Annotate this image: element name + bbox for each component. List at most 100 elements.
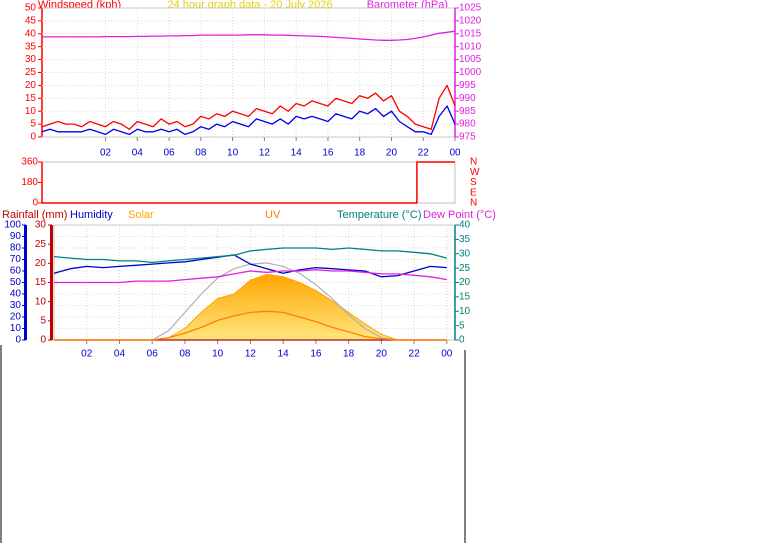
legend-label: Humidity: [70, 209, 113, 221]
x-tick-label: 22: [409, 349, 421, 360]
x-tick-label: 18: [354, 148, 366, 159]
y3-tick-label: 5: [40, 315, 46, 326]
y-tick-label: 35: [25, 41, 37, 52]
y-axis-title: Windspeed (kph): [38, 0, 121, 11]
y2-tick-label: 35: [459, 234, 471, 245]
y-tick-label: 0: [15, 335, 21, 346]
y-tick-label: 30: [10, 300, 22, 311]
y2-tick-label: 25: [459, 263, 471, 274]
x-tick-label: 22: [418, 148, 430, 159]
legend-label: UV: [265, 209, 281, 221]
y-tick-label: 30: [25, 54, 37, 65]
y2-tick-label: N: [470, 157, 477, 168]
x-tick-label: 02: [100, 148, 112, 159]
series-line: [54, 310, 447, 341]
legend-label: Rainfall (mm): [2, 209, 67, 221]
legend-label: Solar: [128, 209, 154, 221]
series-line: [53, 254, 447, 278]
plot-area: [41, 161, 456, 204]
y2-axis-title: Barometer (hPa): [367, 0, 448, 11]
x-tick-label: 16: [310, 349, 322, 360]
y2-tick-label: 1005: [459, 54, 482, 65]
y2-tick-label: N: [470, 198, 477, 209]
y3-tick-label: 0: [40, 335, 46, 346]
y2-tick-label: 20: [459, 277, 471, 288]
y3-tick-label: 20: [35, 258, 47, 269]
series-line: [53, 247, 447, 264]
y-tick-label: 180: [21, 177, 38, 188]
y2-tick-label: 980: [459, 119, 476, 130]
series-line: [41, 105, 456, 136]
y-tick-label: 80: [10, 243, 22, 254]
x-tick-label: 10: [212, 349, 224, 360]
x-tick-label: 14: [278, 349, 290, 360]
y2-tick-label: E: [470, 187, 477, 198]
y2-tick-label: 40: [459, 220, 471, 231]
x-tick-label: 08: [179, 349, 191, 360]
y3-tick-label: 25: [35, 239, 47, 250]
y-tick-label: 0: [32, 198, 38, 209]
y-tick-label: 20: [25, 80, 37, 91]
y-tick-label: 0: [30, 132, 36, 143]
y2-tick-label: 30: [459, 248, 471, 259]
y2-tick-label: 1015: [459, 28, 482, 39]
y2-tick-label: 1000: [459, 67, 482, 78]
y2-tick-label: 995: [459, 80, 476, 91]
series-line: [54, 268, 447, 284]
series-line: [42, 161, 455, 204]
x-tick-label: 12: [259, 148, 271, 159]
y-tick-label: 360: [21, 157, 38, 168]
x-tick-label: 18: [343, 349, 355, 360]
x-tick-label: 04: [132, 148, 144, 159]
x-tick-label: 04: [114, 349, 126, 360]
y2-tick-label: 1025: [459, 3, 482, 14]
y-tick-label: 20: [10, 312, 22, 323]
y2-tick-label: 15: [459, 292, 471, 303]
y-tick-label: 25: [25, 67, 37, 78]
y-tick-label: 10: [25, 106, 37, 117]
x-tick-label: 16: [322, 148, 334, 159]
y-tick-label: 45: [25, 16, 37, 27]
y2-tick-label: S: [470, 177, 477, 188]
x-tick-label: 12: [245, 349, 257, 360]
x-tick-label: 06: [147, 349, 159, 360]
y-tick-label: 5: [30, 119, 36, 130]
y2-tick-label: 5: [459, 320, 465, 331]
series-line: [41, 84, 456, 130]
x-tick-label: 06: [164, 148, 176, 159]
series-line: [42, 30, 456, 41]
y-tick-label: 15: [25, 93, 37, 104]
y2-tick-label: 990: [459, 93, 476, 104]
legend-label: Temperature (°C): [337, 209, 421, 221]
x-tick-label: 00: [449, 148, 461, 159]
x-tick-label: 20: [386, 148, 398, 159]
x-tick-label: 14: [291, 148, 303, 159]
y2-tick-label: 10: [459, 306, 471, 317]
y-tick-label: 70: [10, 254, 22, 265]
y-tick-label: 90: [10, 231, 22, 242]
y2-tick-label: W: [470, 167, 480, 178]
x-tick-label: 20: [376, 349, 388, 360]
y-tick-label: 40: [10, 289, 22, 300]
x-tick-label: 10: [227, 148, 239, 159]
x-tick-label: 02: [81, 349, 93, 360]
y2-tick-label: 1010: [459, 41, 482, 52]
y-tick-label: 50: [25, 3, 37, 14]
y2-tick-label: 0: [459, 335, 465, 346]
y-tick-label: 10: [10, 323, 22, 334]
legend-label: Dew Point (°C): [423, 209, 496, 221]
y-tick-label: 100: [4, 220, 21, 231]
y2-tick-label: 975: [459, 132, 476, 143]
x-tick-label: 08: [195, 148, 207, 159]
y-tick-label: 40: [25, 28, 37, 39]
y-tick-label: 50: [10, 277, 22, 288]
y-tick-label: 60: [10, 266, 22, 277]
chart-title: 24 hour graph data - 20 July 2026: [167, 0, 332, 11]
y3-tick-label: 15: [35, 277, 47, 288]
x-tick-label: 00: [441, 349, 453, 360]
y3-tick-label: 10: [35, 296, 47, 307]
y2-tick-label: 985: [459, 106, 476, 117]
y3-tick-label: 30: [35, 220, 47, 231]
y2-tick-label: 1020: [459, 16, 482, 27]
